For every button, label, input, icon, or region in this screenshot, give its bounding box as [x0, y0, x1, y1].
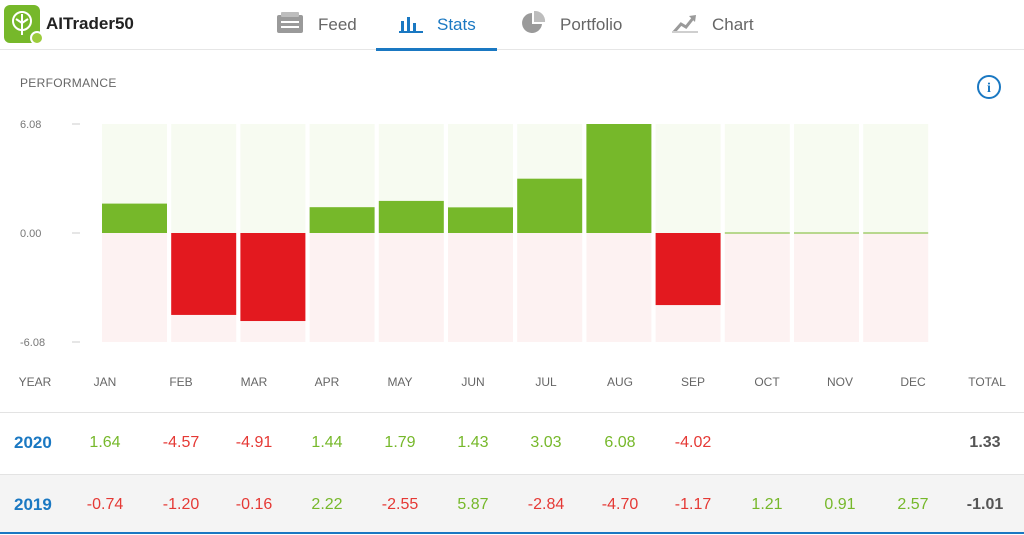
month-value: -4.70	[601, 496, 639, 513]
month-value: 1.44	[311, 434, 343, 451]
month-value: 5.87	[457, 496, 489, 513]
header-month: AUG	[606, 375, 633, 389]
bar-background-positive	[794, 124, 859, 233]
header-month: MAR	[240, 375, 268, 389]
month-value: -1.17	[674, 496, 712, 513]
header-month: MAY	[387, 375, 413, 389]
bar	[171, 233, 237, 315]
header-year: YEAR	[18, 375, 52, 389]
bar	[309, 207, 375, 233]
header-month: FEB	[169, 375, 193, 389]
month-value: -4.91	[235, 434, 273, 451]
bar-background-negative	[448, 233, 513, 342]
tab-portfolio-label: Portfolio	[560, 15, 623, 34]
bar	[724, 232, 790, 234]
bar	[448, 207, 513, 233]
bar	[240, 233, 306, 322]
tab-stats-label: Stats	[437, 15, 476, 34]
header-month: JUL	[535, 375, 557, 389]
header-month: JAN	[93, 375, 117, 389]
verified-badge-icon	[30, 31, 44, 45]
month-value: 6.08	[604, 434, 636, 451]
header-total: TOTAL	[968, 375, 1006, 389]
tab-feed-label: Feed	[318, 15, 357, 34]
row-total: 1.33	[969, 434, 1001, 451]
top-bar: AITrader50 Feed Stats Portfolio Chart	[0, 0, 1024, 51]
header-month: JUN	[461, 375, 485, 389]
bar-background-positive	[171, 124, 237, 233]
bar-background-negative	[724, 233, 790, 342]
bar-background-positive	[655, 124, 721, 233]
table-row[interactable]: 2020 1.64 -4.57 -4.91 1.44 1.79 1.43 3.0…	[0, 412, 1024, 474]
table-row[interactable]: 2019 -0.74 -1.20 -0.16 2.22 -2.55 5.87 -…	[0, 474, 1024, 534]
month-value: -4.57	[162, 434, 200, 451]
performance-chart: 6.08 0.00 -6.08	[20, 119, 929, 349]
row-year[interactable]: 2019	[14, 495, 52, 514]
header-month: OCT	[754, 375, 780, 389]
bar-background-negative	[794, 233, 859, 342]
bar	[655, 233, 721, 306]
month-value	[805, 413, 875, 473]
feed-icon	[276, 11, 304, 39]
app-name: AITrader50	[46, 14, 134, 33]
header-month: APR	[314, 375, 340, 389]
bar-background-positive	[240, 124, 306, 233]
tab-chart[interactable]: Chart	[672, 0, 754, 50]
month-value: 1.64	[89, 434, 121, 451]
month-value: -1.20	[162, 496, 200, 513]
y-tick-label: 0.00	[20, 228, 41, 240]
month-value: -2.84	[527, 496, 565, 513]
trend-chart-icon	[672, 12, 698, 39]
info-button[interactable]: i	[977, 75, 1001, 99]
app-logo-icon	[4, 5, 44, 45]
month-value: 1.21	[751, 496, 783, 513]
bar-background-negative	[378, 233, 444, 342]
month-value: -0.16	[235, 496, 273, 513]
month-value: 2.57	[897, 496, 929, 513]
bar-background-negative	[517, 233, 583, 342]
table-header: YEAR JAN FEB MAR APR MAY JUN JUL AUG SEP…	[0, 370, 1024, 394]
month-value: -0.74	[86, 496, 124, 513]
bar	[586, 124, 652, 233]
header-month: DEC	[900, 375, 926, 389]
month-value: 0.91	[824, 496, 856, 513]
bar-background-positive	[863, 124, 929, 233]
bar	[794, 232, 859, 234]
y-tick-label: -6.08	[20, 337, 45, 349]
row-total: -1.01	[966, 496, 1004, 513]
bar	[517, 178, 583, 233]
month-value: 1.79	[384, 434, 416, 451]
pie-chart-icon	[520, 10, 546, 41]
month-value: -4.02	[674, 434, 712, 451]
bar-background-negative	[102, 233, 167, 342]
month-value: 3.03	[530, 434, 562, 451]
month-value: -2.55	[381, 496, 419, 513]
tab-stats[interactable]: Stats	[376, 0, 497, 51]
month-value	[878, 413, 948, 473]
info-icon: i	[977, 75, 1001, 99]
month-value	[732, 413, 802, 473]
bar-background-positive	[724, 124, 790, 233]
month-value: 2.22	[311, 496, 343, 513]
bar-background-negative	[586, 233, 652, 342]
info-icon-glyph: i	[987, 81, 991, 96]
bar-background-negative	[863, 233, 929, 342]
bar-background-negative	[309, 233, 375, 342]
brand[interactable]: AITrader50	[4, 4, 134, 45]
tab-portfolio[interactable]: Portfolio	[520, 0, 622, 50]
row-year[interactable]: 2020	[14, 433, 52, 452]
header-month: SEP	[680, 375, 705, 389]
tab-feed[interactable]: Feed	[276, 0, 357, 50]
month-value: 1.43	[457, 434, 489, 451]
tab-chart-label: Chart	[712, 15, 754, 34]
bar	[378, 200, 444, 233]
bar	[102, 203, 167, 233]
bar	[863, 232, 929, 234]
performance-title: PERFORMANCE	[20, 76, 117, 90]
header-month: NOV	[826, 375, 853, 389]
bar-chart-icon	[399, 13, 423, 38]
y-tick-label: 6.08	[20, 119, 41, 131]
